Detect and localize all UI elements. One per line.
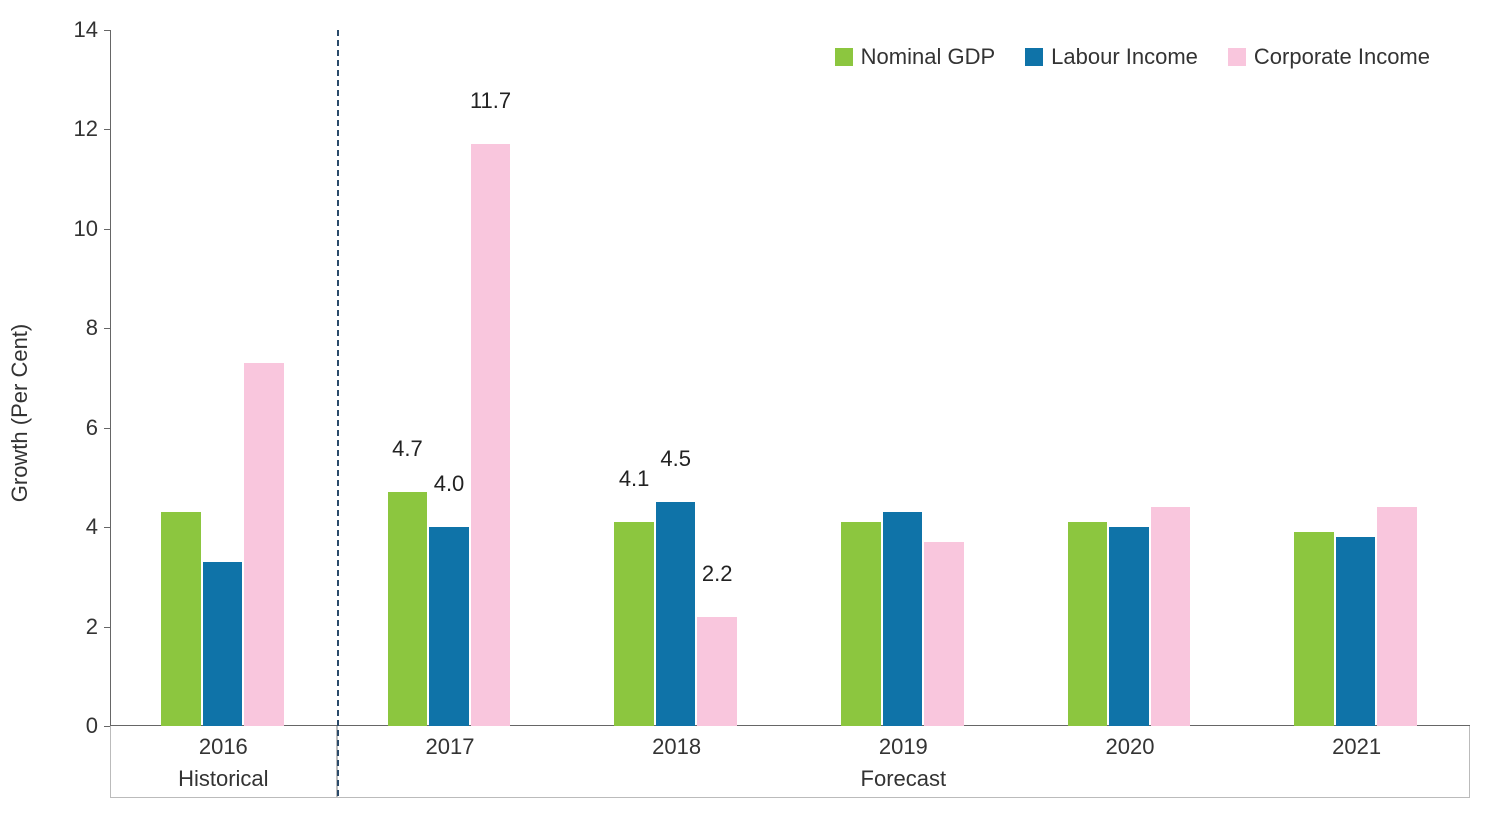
bar [656,502,696,726]
bar [161,512,201,726]
y-tick-mark [104,129,110,130]
legend-item: Nominal GDP [835,44,995,70]
bar [429,527,469,726]
y-tick-mark [104,328,110,329]
legend-swatch [835,48,853,66]
bar [841,522,881,726]
data-label: 4.1 [619,466,650,492]
bar [883,512,923,726]
bar [1336,537,1376,726]
bar [203,562,243,726]
y-tick-label: 0 [86,713,98,739]
data-label: 2.2 [702,561,733,587]
legend-swatch [1025,48,1043,66]
x-section-label: Historical [178,766,268,792]
bar [924,542,964,726]
y-tick-label: 6 [86,415,98,441]
y-tick-label: 10 [74,216,98,242]
bar [471,144,511,726]
x-section-label: Forecast [861,766,947,792]
plot-area: Nominal GDP Labour Income Corporate Income… [110,30,1470,726]
legend: Nominal GDP Labour Income Corporate Income [835,44,1430,70]
bar [697,617,737,726]
data-label: 11.7 [470,88,511,114]
y-tick-label: 8 [86,315,98,341]
y-tick-label: 2 [86,614,98,640]
legend-swatch [1228,48,1246,66]
data-label: 4.0 [434,471,465,497]
y-tick-mark [104,30,110,31]
bar [1068,522,1108,726]
bar [1377,507,1417,726]
legend-label: Corporate Income [1254,44,1430,70]
data-label: 4.7 [392,436,423,462]
y-tick-label: 14 [74,17,98,43]
data-label: 4.5 [660,446,691,472]
growth-chart: Growth (Per Cent) Nominal GDPLabour Inco… [20,20,1480,806]
legend-item: Labour Income [1025,44,1198,70]
bar [388,492,428,726]
legend-label: Nominal GDP [861,44,995,70]
legend-item: Corporate Income [1228,44,1430,70]
bar [244,363,284,726]
y-tick-mark [104,627,110,628]
y-tick-mark [104,527,110,528]
y-tick-mark [104,229,110,230]
legend-label: Labour Income [1051,44,1198,70]
y-axis-label: Growth (Per Cent) [7,324,33,503]
bar [1151,507,1191,726]
bar [1109,527,1149,726]
bar [614,522,654,726]
y-tick-label: 12 [74,116,98,142]
y-tick-label: 4 [86,514,98,540]
y-tick-mark [104,428,110,429]
bar [1294,532,1334,726]
historical-forecast-divider [337,30,339,796]
y-axis-line [110,30,111,726]
